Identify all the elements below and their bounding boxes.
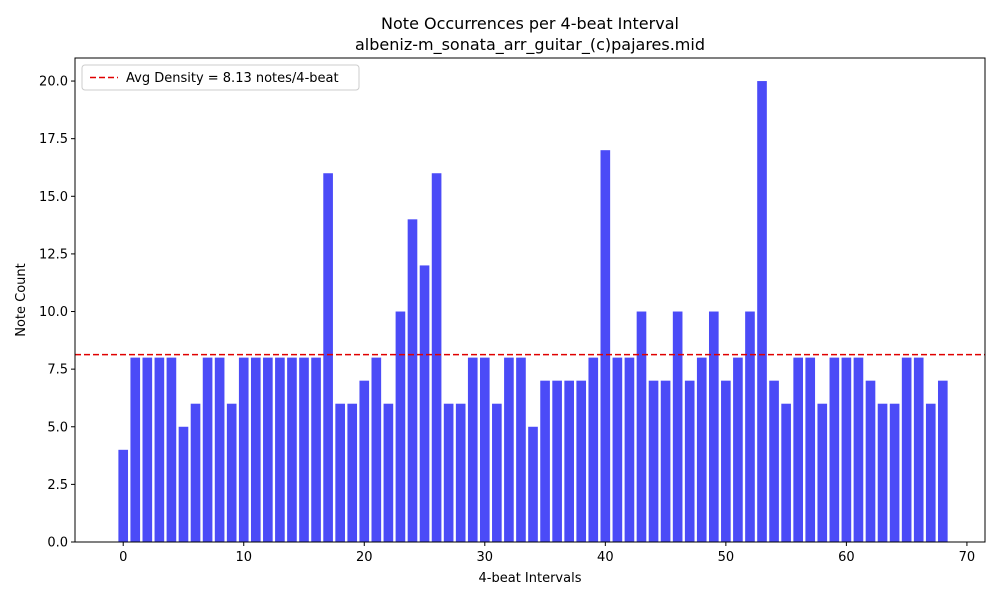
bar xyxy=(431,173,442,543)
bar xyxy=(877,403,888,542)
bar xyxy=(937,380,948,542)
y-tick-label: 10.0 xyxy=(39,305,68,320)
bar xyxy=(190,403,201,542)
x-tick-label: 70 xyxy=(959,550,976,565)
bar xyxy=(889,403,900,542)
bar xyxy=(504,357,514,542)
x-tick-label: 50 xyxy=(718,550,735,565)
bar xyxy=(250,357,261,542)
bar xyxy=(841,357,852,542)
bar xyxy=(540,380,550,542)
x-tick-label: 20 xyxy=(356,550,373,565)
bar xyxy=(781,403,791,542)
x-tick-label: 10 xyxy=(235,550,252,565)
bar xyxy=(733,357,743,542)
legend: Avg Density = 8.13 notes/4-beat xyxy=(81,64,360,91)
bar xyxy=(648,380,659,542)
bar xyxy=(202,357,213,542)
bar xyxy=(275,357,285,542)
y-tick-label: 0.0 xyxy=(47,536,68,551)
bar xyxy=(335,403,345,542)
bar xyxy=(130,357,141,542)
bar xyxy=(492,403,502,542)
bar xyxy=(636,311,647,542)
bar xyxy=(769,380,779,542)
bar xyxy=(696,357,707,542)
bar xyxy=(913,357,924,542)
bar xyxy=(829,357,840,542)
x-axis-label: 4-beat Intervals xyxy=(479,571,582,586)
y-tick-label: 15.0 xyxy=(39,190,68,205)
bar xyxy=(576,380,587,542)
bar xyxy=(588,357,599,542)
bar xyxy=(708,311,719,542)
bar xyxy=(901,357,912,542)
bar xyxy=(757,81,767,543)
bar xyxy=(600,150,611,542)
bar xyxy=(455,403,466,542)
y-tick-label: 12.5 xyxy=(39,247,68,262)
bar xyxy=(721,380,731,542)
chart-subtitle: albeniz-m_sonata_arr_guitar_(c)pajares.m… xyxy=(355,35,705,55)
bar xyxy=(214,357,225,542)
bar xyxy=(311,357,321,542)
y-axis-label: Note Count xyxy=(14,263,29,337)
bars xyxy=(118,81,948,543)
bar xyxy=(118,449,129,542)
bar xyxy=(564,380,574,542)
bar xyxy=(793,357,803,542)
bar xyxy=(287,357,297,542)
x-tick-label: 30 xyxy=(477,550,494,565)
bar xyxy=(263,357,273,542)
bar xyxy=(347,403,358,542)
bar xyxy=(166,357,177,542)
y-tick-label: 20.0 xyxy=(39,75,68,90)
bar xyxy=(925,403,936,542)
chart-title: Note Occurrences per 4-beat Interval xyxy=(381,14,679,33)
y-tick-label: 7.5 xyxy=(47,363,68,378)
bar xyxy=(154,357,165,542)
bar xyxy=(624,357,635,542)
bar xyxy=(383,403,394,542)
bar xyxy=(323,173,333,543)
bar xyxy=(805,357,816,542)
bar xyxy=(528,426,538,542)
bar xyxy=(395,311,406,542)
x-tick-label: 40 xyxy=(597,550,614,565)
bar xyxy=(672,311,683,542)
bar xyxy=(443,403,454,542)
legend-label: Avg Density = 8.13 notes/4-beat xyxy=(126,71,339,86)
y-tick-label: 2.5 xyxy=(47,478,68,493)
bar xyxy=(142,357,153,542)
plot-frame xyxy=(74,57,986,543)
bar xyxy=(865,380,876,542)
bar xyxy=(479,357,490,542)
bar xyxy=(359,380,370,542)
bar xyxy=(660,380,671,542)
bar xyxy=(552,380,562,542)
bar xyxy=(419,265,430,542)
bar xyxy=(238,357,249,542)
bar xyxy=(817,403,828,542)
x-axis-ticks: 0 10 20 30 40 50 60 70 xyxy=(119,542,975,565)
bar xyxy=(516,357,526,542)
x-tick-label: 0 xyxy=(119,550,127,565)
y-tick-label: 5.0 xyxy=(47,420,68,435)
bar xyxy=(299,357,309,542)
bar xyxy=(371,357,382,542)
x-tick-label: 60 xyxy=(838,550,855,565)
bar xyxy=(178,426,189,542)
bar xyxy=(612,357,623,542)
bar xyxy=(467,357,478,542)
y-tick-label: 17.5 xyxy=(39,132,68,147)
bar xyxy=(745,311,755,542)
bar xyxy=(684,380,695,542)
bar xyxy=(226,403,237,542)
bar xyxy=(407,219,418,542)
y-axis-ticks: 0.0 2.5 5.0 7.5 10.0 12.5 15.0 17.5 20.0 xyxy=(39,75,75,551)
bar xyxy=(853,357,864,542)
legend-box xyxy=(81,64,360,91)
